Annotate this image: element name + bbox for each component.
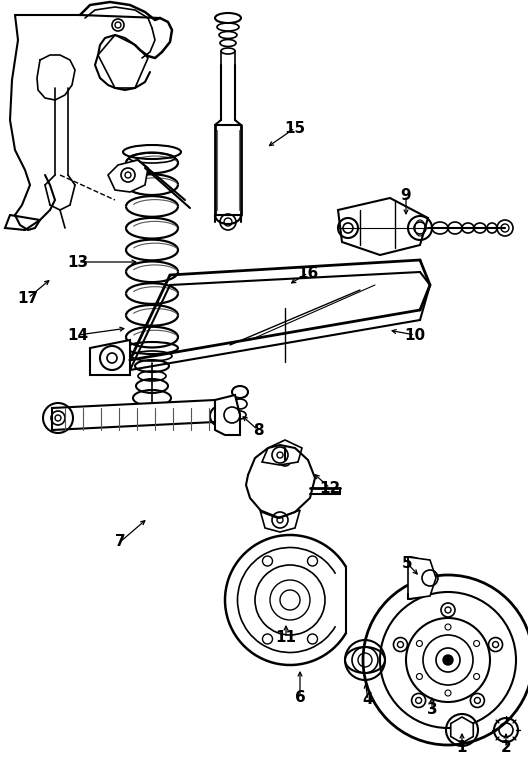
Text: 17: 17 — [17, 291, 39, 305]
Polygon shape — [338, 198, 428, 255]
Text: 1: 1 — [457, 741, 467, 756]
Text: 5: 5 — [402, 555, 412, 571]
Text: 15: 15 — [285, 121, 306, 135]
Text: 4: 4 — [363, 692, 373, 708]
Polygon shape — [52, 400, 225, 430]
Circle shape — [443, 655, 453, 665]
Polygon shape — [262, 440, 302, 465]
Text: 8: 8 — [253, 422, 263, 438]
Polygon shape — [5, 215, 40, 230]
Text: 14: 14 — [68, 327, 89, 343]
Text: 10: 10 — [404, 327, 426, 343]
Text: 13: 13 — [68, 255, 89, 269]
Text: 2: 2 — [501, 741, 512, 756]
Polygon shape — [408, 557, 436, 599]
Polygon shape — [90, 340, 130, 375]
Polygon shape — [451, 717, 473, 743]
Text: 6: 6 — [295, 691, 305, 705]
Text: 7: 7 — [115, 535, 125, 549]
Polygon shape — [108, 160, 148, 192]
Polygon shape — [215, 395, 240, 435]
Text: 12: 12 — [319, 480, 341, 496]
Text: 16: 16 — [297, 265, 318, 281]
Text: 9: 9 — [401, 187, 411, 203]
Text: 3: 3 — [427, 702, 437, 718]
Text: 11: 11 — [276, 630, 297, 646]
Polygon shape — [260, 510, 300, 532]
